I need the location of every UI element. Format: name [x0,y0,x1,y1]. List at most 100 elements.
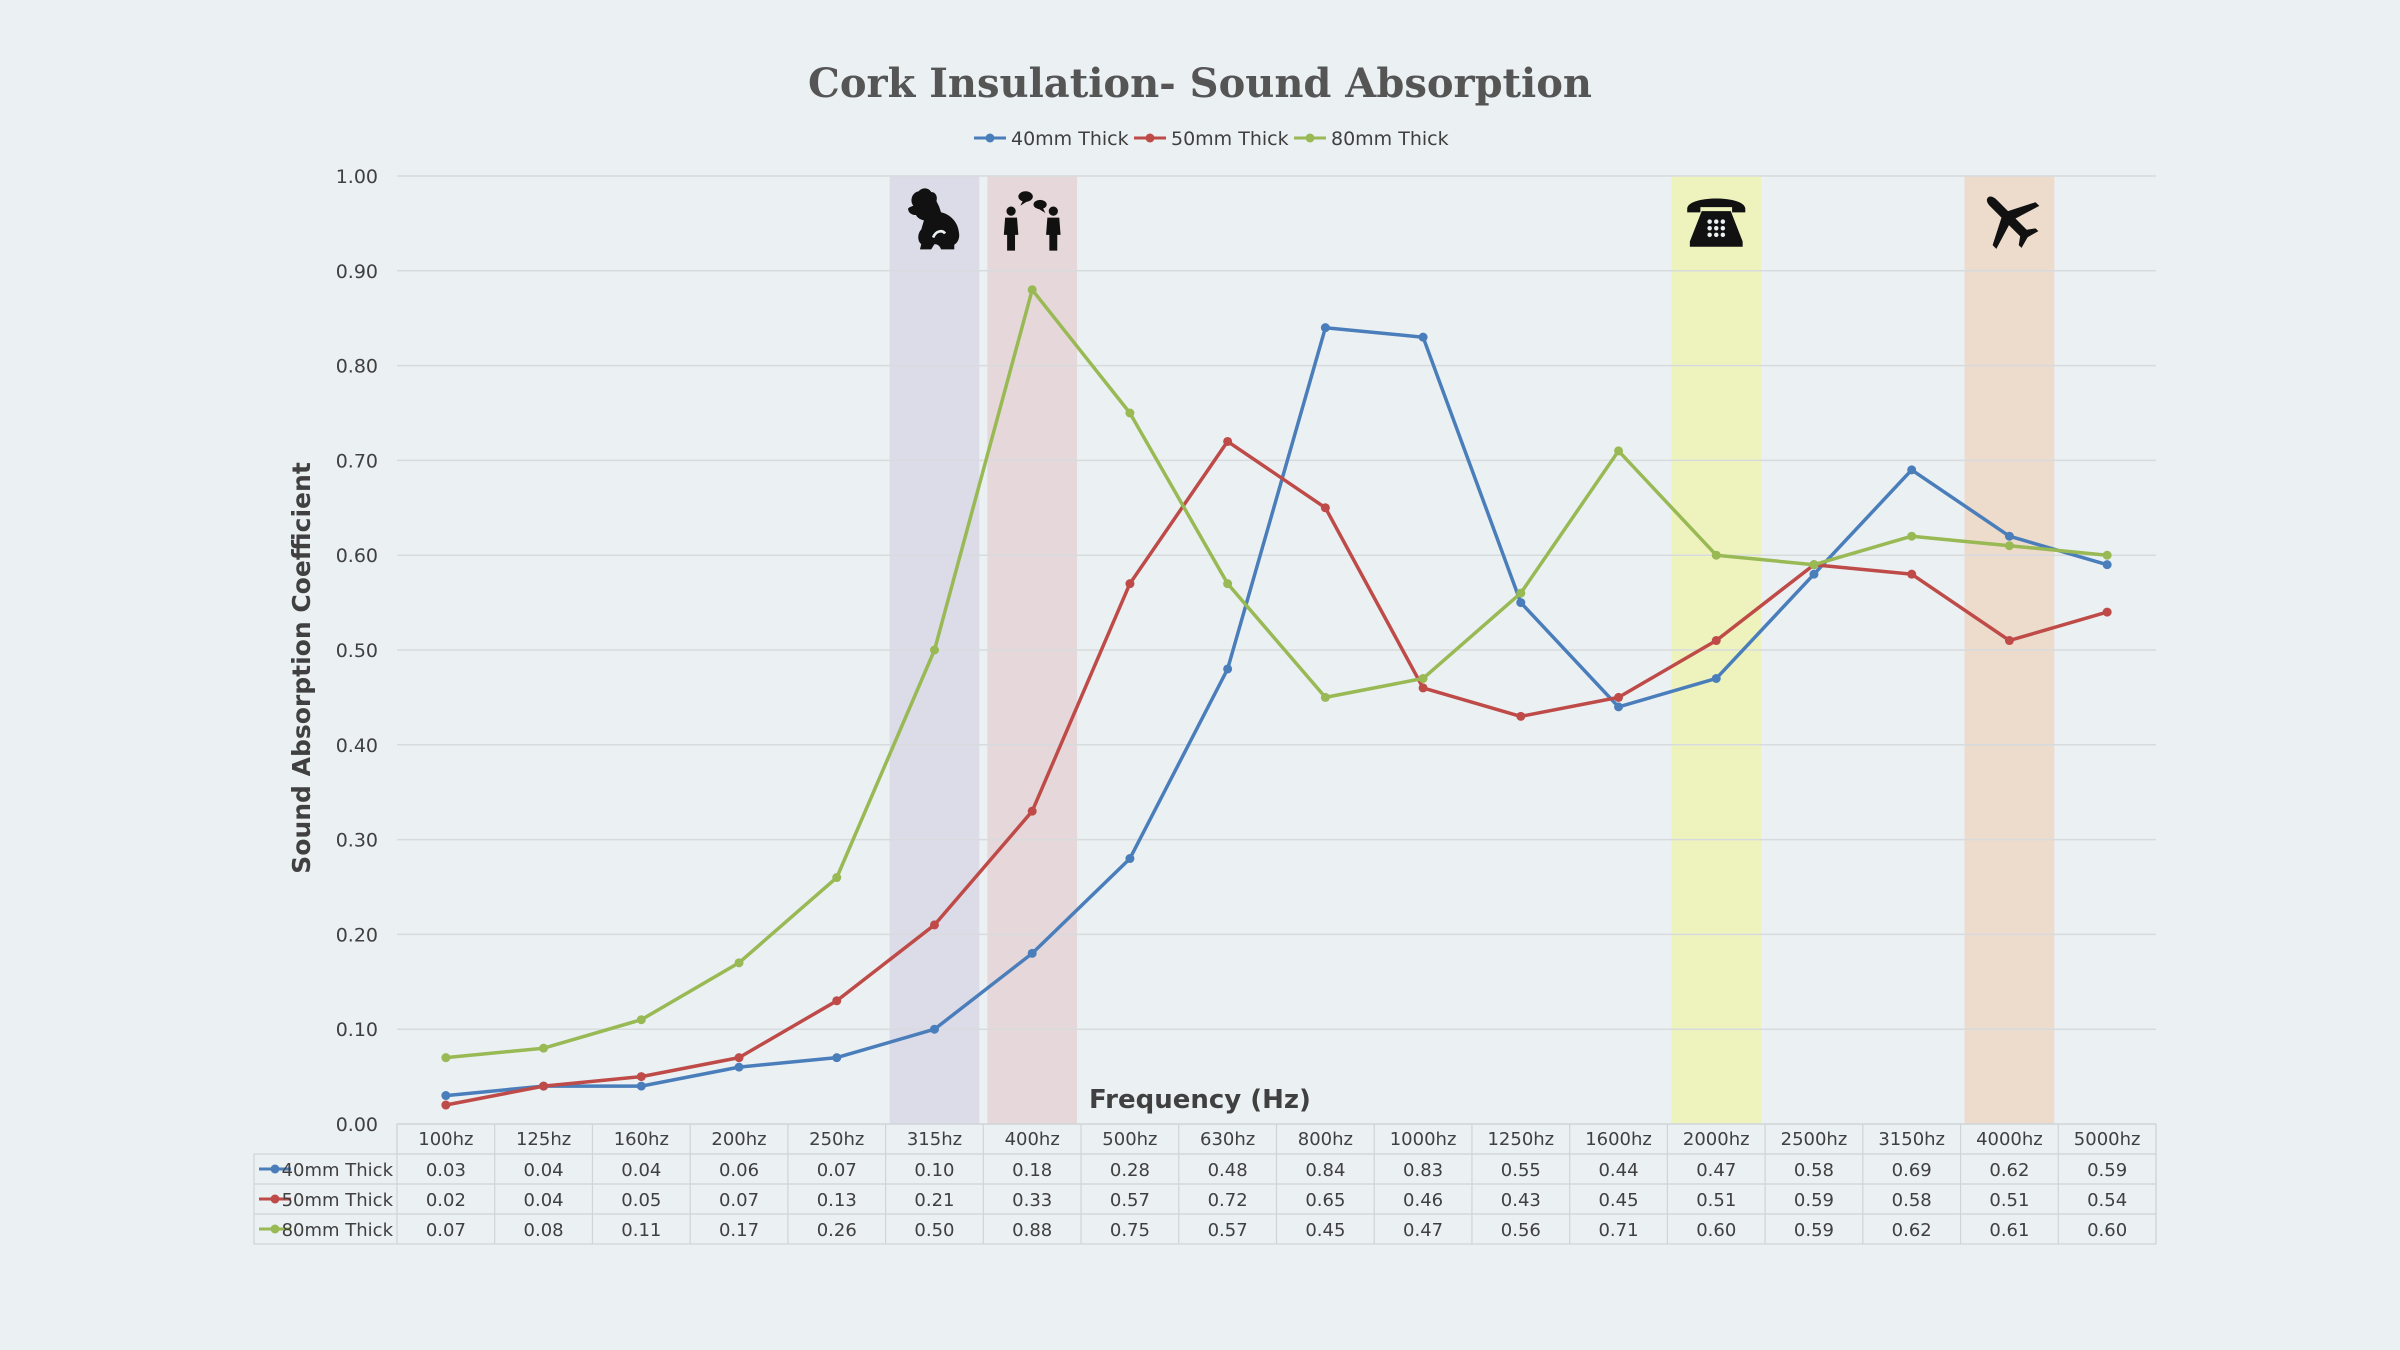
x-tick-label: 125hz [516,1129,571,1150]
data-label: 0.17 [719,1220,759,1241]
series-80mm-thick [441,285,2112,1063]
gridlines [397,175,2156,1125]
data-point [1809,569,1819,579]
data-label: 0.72 [1208,1190,1248,1211]
legend-marker [1145,133,1155,143]
data-label: 0.05 [621,1190,661,1211]
data-label: 0.07 [719,1190,759,1211]
y-tick-label: 0.90 [336,261,378,283]
x-tick-label: 200hz [711,1129,766,1150]
data-point [1711,550,1721,560]
data-label: 0.62 [1989,1160,2029,1181]
x-tick-label: 4000hz [1976,1129,2043,1150]
y-tick-label: 0.70 [336,450,378,472]
data-label: 0.51 [1696,1190,1736,1211]
data-point [832,873,842,883]
data-label: 0.04 [524,1190,564,1211]
x-tick-label: 100hz [418,1129,473,1150]
y-axis-title: Sound Absorption Coefficient [287,462,316,874]
data-label: 0.45 [1598,1190,1638,1211]
series-line [444,325,2109,1098]
x-tick-label: 400hz [1005,1129,1060,1150]
data-point [1809,560,1819,570]
y-tick-label: 0.30 [336,830,378,852]
data-point [2102,560,2112,570]
data-point [1614,692,1624,702]
data-label: 0.59 [1794,1190,1834,1211]
legend: 40mm Thick 50mm Thick 80mm Thick [974,128,1449,150]
table-series-label: 40mm Thick [282,1160,394,1181]
data-label: 0.60 [1696,1220,1736,1241]
data-point [1223,664,1233,674]
data-point [1711,673,1721,683]
data-label: 0.47 [1696,1160,1736,1181]
data-label: 0.10 [914,1160,954,1181]
data-point [441,1100,451,1110]
data-label: 0.02 [426,1190,466,1211]
x-tick-label: 1250hz [1487,1129,1554,1150]
legend-marker [985,133,995,143]
data-label: 0.50 [914,1220,954,1241]
data-label: 0.58 [1794,1160,1834,1181]
data-label: 0.58 [1892,1190,1932,1211]
data-label: 0.03 [426,1160,466,1181]
y-tick-label: 0.60 [336,545,378,567]
data-point [734,1062,744,1072]
table-series-label: 80mm Thick [282,1220,394,1241]
data-table: 100hz 125hz 160hz 200hz 250hz 315hz 400hz 500hz… [253,1123,2157,1245]
data-label: 0.11 [621,1220,661,1241]
data-point [1027,806,1037,816]
legend-label: 40mm Thick [1011,128,1129,150]
data-point [539,1043,549,1053]
data-point [832,996,842,1006]
data-label: 0.08 [524,1220,564,1241]
data-point [1125,854,1135,864]
legend-label: 80mm Thick [1331,128,1449,150]
x-tick-label: 315hz [907,1129,962,1150]
data-label: 0.56 [1501,1220,1541,1241]
data-label: 0.84 [1305,1160,1345,1181]
data-point [636,1081,646,1091]
legend-label: 50mm Thick [1171,128,1289,150]
data-label: 0.26 [817,1220,857,1241]
y-axis-ticks: 0.00 0.10 0.20 0.30 0.40 0.50 0.60 0.70 0.80 0.90… [336,166,378,1136]
data-point [2004,541,2014,551]
data-point [1223,579,1233,589]
y-tick-label: 0.40 [336,735,378,757]
data-label: 0.07 [817,1160,857,1181]
x-tick-label: 1000hz [1390,1129,1457,1150]
legend-marker [1305,133,1315,143]
data-point [832,1053,842,1063]
data-label: 0.75 [1110,1220,1150,1241]
data-label: 0.83 [1403,1160,1443,1181]
data-label: 0.48 [1208,1160,1248,1181]
data-label: 0.46 [1403,1190,1443,1211]
data-point [1418,683,1428,693]
data-label: 0.65 [1305,1190,1345,1211]
data-point [1516,598,1526,608]
x-tick-label: 3150hz [1878,1129,1945,1150]
x-tick-label: 500hz [1102,1129,1157,1150]
data-label: 0.28 [1110,1160,1150,1181]
data-point [2102,550,2112,560]
data-point [1711,636,1721,646]
data-point [441,1053,451,1063]
data-point [1125,579,1135,589]
data-point [1614,446,1624,456]
data-point [2004,531,2014,541]
data-point [1320,692,1330,702]
series-line [444,439,2109,1107]
data-label: 0.33 [1012,1190,1052,1211]
data-point [1320,323,1330,333]
data-label: 0.47 [1403,1220,1443,1241]
data-label: 0.71 [1598,1220,1638,1241]
table-legend-marker [270,1224,280,1234]
data-label: 0.51 [1989,1190,2029,1211]
data-point [441,1091,451,1101]
data-label: 0.06 [719,1160,759,1181]
data-point [636,1072,646,1082]
data-label: 0.54 [2087,1190,2127,1211]
data-point [1516,588,1526,598]
chart-title: Cork Insulation- Sound Absorption [808,60,1592,107]
y-tick-label: 0.80 [336,356,378,378]
